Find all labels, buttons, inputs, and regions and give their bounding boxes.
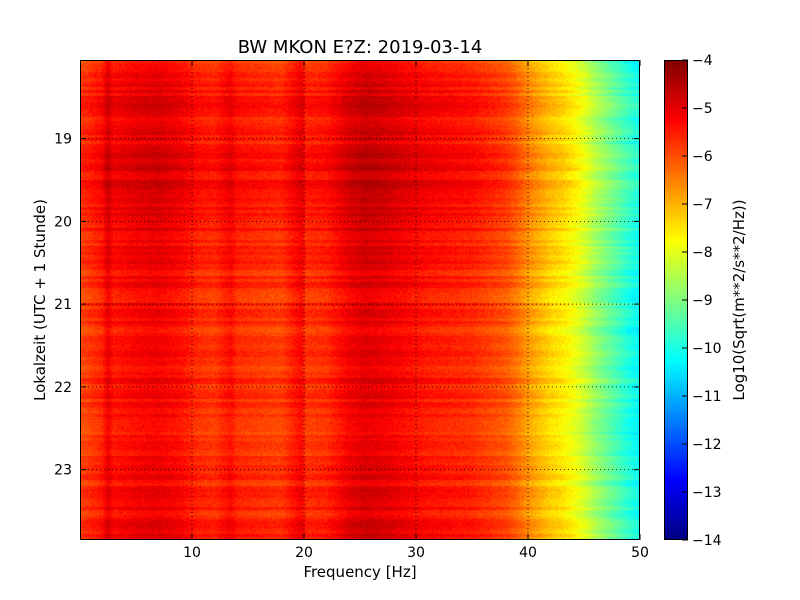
y-tick-label: 23 (54, 463, 72, 479)
colorbar-tick-label: −10 (692, 341, 722, 357)
y-tick-label: 21 (54, 297, 72, 313)
x-tick-label: 40 (519, 545, 537, 561)
x-tick-label: 30 (407, 545, 425, 561)
y-axis: 19 20 21 22 23 (54, 132, 640, 479)
grid-lines (80, 60, 640, 540)
spectrogram-heatmap (80, 60, 640, 540)
x-axis-label: Frequency [Hz] (303, 563, 416, 581)
spectrogram-plot-area (80, 60, 640, 540)
x-tick-label: 20 (295, 545, 313, 561)
x-tick-label: 50 (631, 545, 649, 561)
colorbar-label: Log10(Sqrt(m**2/s**2/Hz)) (730, 199, 748, 400)
colorbar-tick-label: −4 (692, 53, 713, 69)
colorbar-tick-label: −12 (692, 437, 722, 453)
colorbar-ticks: −4 −5 −6 −7 −8 −9 −10 −11 −12 −13 −14 (682, 53, 722, 549)
colorbar-tick-label: −13 (692, 485, 722, 501)
colorbar-tick-label: −6 (692, 149, 713, 165)
colorbar-tick-label: −14 (692, 533, 722, 549)
colorbar-tick-label: −9 (692, 293, 713, 309)
colorbar-tick-label: −11 (692, 389, 722, 405)
colorbar-tick-label: −7 (692, 197, 713, 213)
y-tick-label: 19 (54, 132, 72, 148)
y-tick-label: 22 (54, 380, 72, 396)
plot-frame (80, 60, 640, 540)
colorbar-tick-label: −5 (692, 101, 713, 117)
y-axis-label: Lokalzeit (UTC + 1 Stunde) (31, 199, 49, 401)
chart-title: BW MKON E?Z: 2019-03-14 (238, 37, 483, 58)
y-tick-label: 20 (54, 214, 72, 230)
colorbar-tick-label: −8 (692, 245, 713, 261)
colorbar: −4 −5 −6 −7 −8 −9 −10 −11 −12 −13 −14 Log10(Sqrt(m… (664, 53, 748, 549)
x-tick-label: 10 (183, 545, 201, 561)
x-axis: 10 20 30 40 50 (183, 60, 649, 561)
